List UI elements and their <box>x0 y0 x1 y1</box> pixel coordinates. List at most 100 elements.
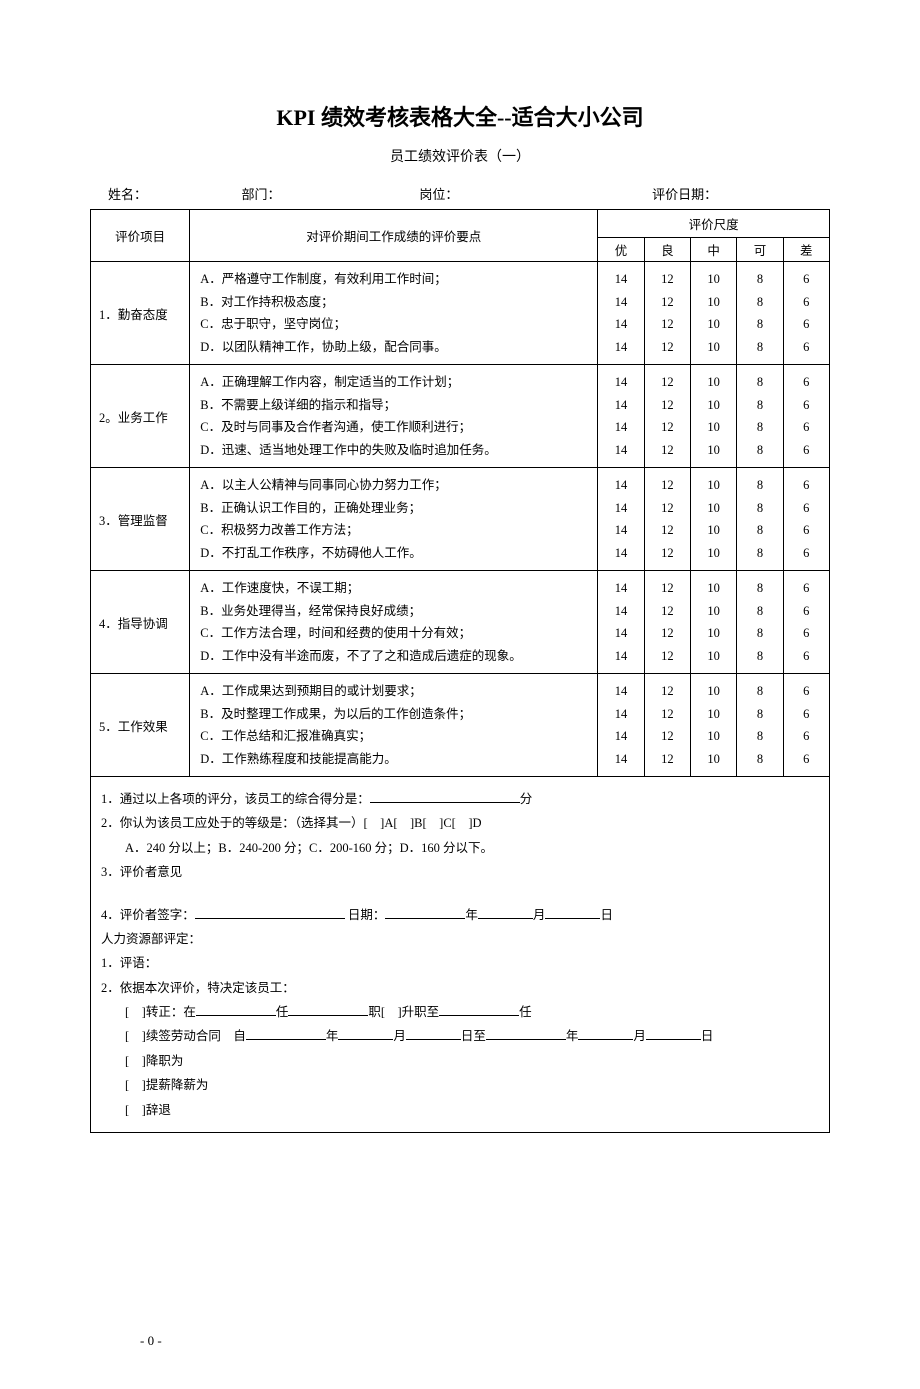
score-value: 6 <box>784 725 829 748</box>
score-value: 8 <box>737 291 782 314</box>
meta-pos-label: 岗位： <box>419 184 612 203</box>
criteria-line: D．以团队精神工作，协助上级，配合同事。 <box>200 336 591 359</box>
opt1b: 任 <box>276 1005 289 1019</box>
section-desc: A．工作成果达到预期目的或计划要求；B．及时整理工作成果，为以后的工作创造条件；… <box>190 674 598 777</box>
hr-opt-5: [ ]辞退 <box>101 1098 819 1122</box>
criteria-line: C．工作总结和汇报准确真实； <box>200 725 591 748</box>
score-value: 12 <box>645 748 690 771</box>
score-value: 10 <box>691 645 736 668</box>
criteria-line: D．工作中没有半途而废，不了了之和造成后遗症的现象。 <box>200 645 591 668</box>
score-value: 12 <box>645 394 690 417</box>
criteria-line: B．及时整理工作成果，为以后的工作创造条件； <box>200 703 591 726</box>
score-value: 12 <box>645 600 690 623</box>
score-value: 14 <box>598 645 643 668</box>
section-name: 3．管理监督 <box>91 468 190 571</box>
header-scale: 评价尺度 <box>598 210 830 238</box>
score-value: 12 <box>645 474 690 497</box>
score-value: 14 <box>598 542 643 565</box>
score-value: 10 <box>691 474 736 497</box>
hr-opt-4: [ ]提薪降薪为 <box>101 1073 819 1097</box>
score-value: 14 <box>598 313 643 336</box>
score-value: 14 <box>598 748 643 771</box>
score-value: 8 <box>737 703 782 726</box>
section-desc: A．工作速度快，不误工期；B．业务处理得当，经常保持良好成绩；C．工作方法合理，… <box>190 571 598 674</box>
score-value: 14 <box>598 394 643 417</box>
hr-opt-2: [ ]续签劳动合同 自年月日至年月日 <box>101 1024 819 1048</box>
score-value: 6 <box>784 542 829 565</box>
criteria-line: C．积极努力改善工作方法； <box>200 519 591 542</box>
score-value: 8 <box>737 542 782 565</box>
score-value: 14 <box>598 703 643 726</box>
section-row: 3．管理监督A．以主人公精神与同事同心协力努力工作；B．正确认识工作目的，正确处… <box>91 468 830 571</box>
criteria-line: B．正确认识工作目的，正确处理业务； <box>200 497 591 520</box>
score-column: 14141414 <box>598 468 644 571</box>
score-value: 8 <box>737 645 782 668</box>
score-value: 6 <box>784 600 829 623</box>
criteria-line: D．迅速、适当地处理工作中的失败及临时追加任务。 <box>200 439 591 462</box>
score-value: 10 <box>691 725 736 748</box>
score-value: 8 <box>737 439 782 462</box>
score-value: 14 <box>598 519 643 542</box>
header-level-4: 差 <box>783 238 829 262</box>
document-title: KPI 绩效考核表格大全--适合大小公司 <box>90 100 830 132</box>
score-value: 6 <box>784 336 829 359</box>
criteria-line: C．工作方法合理，时间和经费的使用十分有效； <box>200 622 591 645</box>
score-column: 10101010 <box>690 262 736 365</box>
score-value: 12 <box>645 313 690 336</box>
summary-l4e: 日 <box>600 908 613 922</box>
score-value: 10 <box>691 497 736 520</box>
score-value: 10 <box>691 680 736 703</box>
section-name: 2。业务工作 <box>91 365 190 468</box>
score-column: 10101010 <box>690 674 736 777</box>
section-desc: A．正确理解工作内容，制定适当的工作计划；B．不需要上级详细的指示和指导；C．及… <box>190 365 598 468</box>
score-column: 6666 <box>783 674 829 777</box>
criteria-line: D．不打乱工作秩序，不妨碍他人工作。 <box>200 542 591 565</box>
summary-l4d: 月 <box>533 908 546 922</box>
score-value: 6 <box>784 519 829 542</box>
score-value: 10 <box>691 577 736 600</box>
score-value: 12 <box>645 703 690 726</box>
section-row: 5．工作效果A．工作成果达到预期目的或计划要求；B．及时整理工作成果，为以后的工… <box>91 674 830 777</box>
meta-dept-label: 部门： <box>241 184 419 203</box>
score-value: 8 <box>737 474 782 497</box>
score-value: 6 <box>784 577 829 600</box>
score-column: 8888 <box>737 571 783 674</box>
sections-body: 1．勤奋态度A．严格遵守工作制度，有效利用工作时间；B．对工作持积极态度；C．忠… <box>91 262 830 777</box>
score-value: 14 <box>598 439 643 462</box>
summary-line-4: 4．评价者签字： 日期：年月日 <box>101 903 819 927</box>
page-number: - 0 - <box>90 1333 830 1349</box>
section-row: 1．勤奋态度A．严格遵守工作制度，有效利用工作时间；B．对工作持积极态度；C．忠… <box>91 262 830 365</box>
criteria-line: B．对工作持积极态度； <box>200 291 591 314</box>
score-value: 10 <box>691 371 736 394</box>
score-value: 6 <box>784 313 829 336</box>
score-value: 10 <box>691 439 736 462</box>
score-value: 10 <box>691 268 736 291</box>
score-value: 12 <box>645 291 690 314</box>
score-value: 10 <box>691 748 736 771</box>
score-value: 14 <box>598 600 643 623</box>
summary-row: 1．通过以上各项的评分，该员工的综合得分是：分 2．你认为该员工应处于的等级是：… <box>91 777 830 1133</box>
opt1a: [ ]转正：在 <box>125 1005 196 1019</box>
criteria-line: A．以主人公精神与同事同心协力努力工作； <box>200 474 591 497</box>
header-item: 评价项目 <box>91 210 190 262</box>
score-column: 14141414 <box>598 262 644 365</box>
section-desc: A．以主人公精神与同事同心协力努力工作；B．正确认识工作目的，正确处理业务；C．… <box>190 468 598 571</box>
score-value: 6 <box>784 680 829 703</box>
score-value: 12 <box>645 542 690 565</box>
score-value: 8 <box>737 394 782 417</box>
score-value: 6 <box>784 497 829 520</box>
score-value: 6 <box>784 645 829 668</box>
score-value: 8 <box>737 497 782 520</box>
score-value: 8 <box>737 268 782 291</box>
criteria-line: A．工作速度快，不误工期； <box>200 577 591 600</box>
meta-date-label: 评价日期： <box>612 184 830 203</box>
score-value: 10 <box>691 313 736 336</box>
score-column: 10101010 <box>690 365 736 468</box>
score-column: 14141414 <box>598 571 644 674</box>
score-column: 6666 <box>783 365 829 468</box>
score-value: 12 <box>645 497 690 520</box>
score-column: 8888 <box>737 674 783 777</box>
meta-name-label: 姓名： <box>90 184 241 203</box>
opt2c: 月 <box>393 1029 406 1043</box>
score-value: 8 <box>737 725 782 748</box>
